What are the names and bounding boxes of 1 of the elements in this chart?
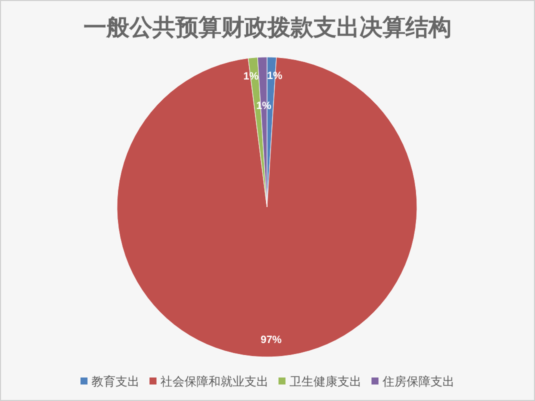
title: 一般公共预算财政拨款支出决算结构 — [84, 14, 452, 40]
